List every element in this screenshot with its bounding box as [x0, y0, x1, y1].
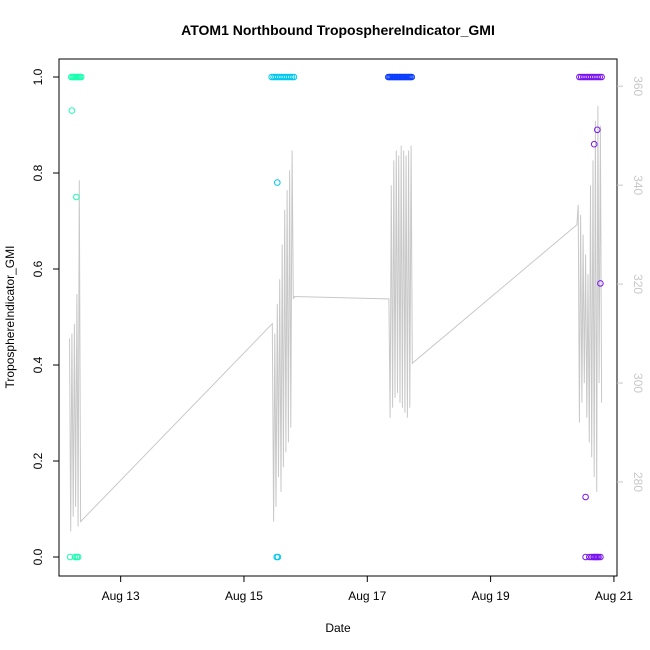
data-point-s3-10	[594, 73, 602, 81]
data-point-s1-15	[274, 179, 281, 186]
x-tick-label: Aug 17	[348, 589, 386, 603]
data-point-s0-10	[71, 553, 79, 561]
secondary-line-layer	[69, 105, 603, 532]
x-tick-label: Aug 19	[472, 589, 510, 603]
data-point-s3-23	[590, 140, 598, 148]
y2-axis: 280 300 320 340 360	[617, 76, 645, 492]
x-tick-label: Aug 21	[595, 589, 633, 603]
data-point-s1-11	[288, 73, 296, 81]
data-point-s3-22	[594, 126, 601, 134]
y-tick-label: 0.0	[31, 548, 45, 565]
y-tick-label: 1.0	[31, 68, 45, 85]
y2-tick-label: 320	[631, 274, 645, 294]
data-point-s0-8	[77, 73, 85, 81]
y-tick-label: 0.8	[31, 164, 45, 181]
data-point-s3-25	[582, 493, 589, 501]
x-axis: Aug 13 Aug 15 Aug 17 Aug 19 Aug 21	[102, 576, 633, 603]
data-point-s3-20	[595, 553, 602, 561]
y2-tick-label: 280	[631, 472, 645, 492]
y2-tick-label: 340	[631, 175, 645, 195]
y-tick-label: 0.2	[31, 452, 45, 469]
x-tick-label: Aug 13	[102, 589, 140, 603]
points-layer	[66, 73, 605, 561]
data-point-s0-14	[73, 193, 80, 201]
data-point-s3-12	[598, 73, 605, 81]
data-point-s2-19	[408, 73, 416, 81]
data-point-s3-21	[597, 553, 604, 561]
y-tick-label: 0.4	[31, 356, 45, 373]
x-axis-label: Date	[325, 621, 351, 635]
plot-box	[58, 58, 618, 577]
data-point-s3-11	[596, 73, 604, 81]
chart-title: ATOM1 Northbound TroposphereIndicator_GM…	[181, 22, 495, 38]
data-point-s0-9	[66, 553, 74, 561]
data-point-s1-14	[274, 553, 282, 561]
y2-tick-label: 360	[631, 76, 645, 96]
y-axis-label: TroposphereIndicator_GMI	[3, 246, 17, 389]
data-point-s3-13	[582, 553, 589, 561]
x-tick-label: Aug 15	[225, 589, 263, 603]
data-point-s1-12	[290, 73, 298, 81]
y-tick-label: 0.6	[31, 260, 45, 277]
secondary-series-line	[69, 105, 603, 532]
y-axis: 0.0 0.2 0.4 0.6 0.8 1.0	[31, 68, 59, 565]
y2-tick-label: 300	[631, 373, 645, 393]
data-point-s3-24	[597, 280, 604, 287]
data-point-s1-10	[286, 73, 294, 81]
data-point-s0-12	[74, 553, 82, 561]
data-point-s0-13	[68, 107, 76, 114]
